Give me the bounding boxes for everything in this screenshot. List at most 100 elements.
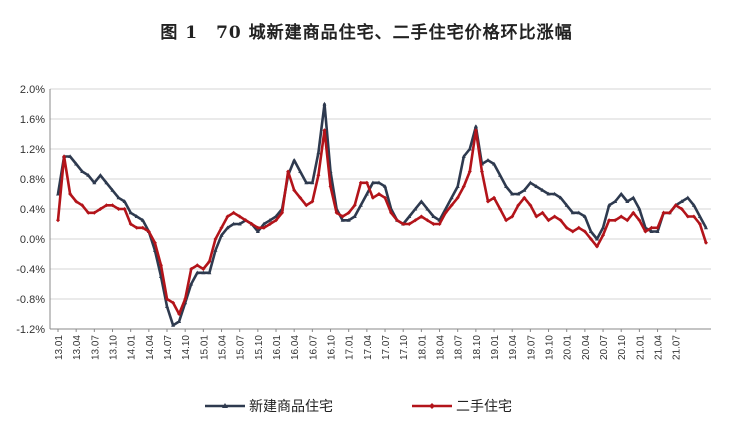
- data-point: [461, 184, 466, 189]
- data-point: [601, 225, 606, 230]
- data-point: [225, 225, 230, 230]
- data-point: [576, 225, 581, 230]
- data-point: [310, 199, 315, 204]
- data-point: [201, 267, 206, 271]
- data-point: [649, 225, 654, 230]
- data-point: [570, 210, 575, 215]
- data-point: [619, 191, 624, 196]
- data-point: [292, 158, 297, 162]
- data-point: [449, 195, 454, 200]
- data-point: [219, 225, 224, 230]
- data-point: [207, 259, 212, 264]
- data-point: [413, 206, 418, 211]
- data-point: [225, 214, 230, 219]
- x-tick-label: 18.10: [472, 335, 483, 360]
- legend-marker-second-hand: [429, 403, 435, 409]
- data-point: [667, 210, 672, 215]
- data-point: [201, 270, 206, 275]
- data-point: [407, 222, 412, 226]
- data-point: [588, 229, 593, 233]
- data-point: [298, 195, 303, 200]
- data-point: [431, 222, 436, 226]
- data-point: [80, 169, 85, 173]
- data-point: [146, 229, 151, 234]
- x-tick-label: 13.07: [90, 335, 101, 360]
- x-tick-label: 15.01: [199, 335, 210, 360]
- data-point: [195, 263, 200, 268]
- data-point: [364, 191, 369, 196]
- data-point: [461, 154, 466, 158]
- data-point: [473, 128, 478, 133]
- data-point: [189, 267, 194, 271]
- data-point: [165, 297, 170, 301]
- data-point: [358, 180, 363, 185]
- x-tick-label: 20.07: [599, 335, 610, 360]
- x-tick-label: 19.04: [508, 335, 519, 360]
- data-point: [588, 237, 593, 241]
- data-point: [558, 195, 563, 200]
- y-tick-label: 1.2%: [20, 144, 45, 156]
- data-point: [152, 240, 157, 245]
- data-point: [516, 191, 521, 196]
- data-point: [607, 203, 612, 207]
- data-point: [419, 214, 424, 219]
- data-point: [86, 210, 91, 215]
- data-point: [479, 169, 484, 174]
- x-tick-label: 18.07: [454, 335, 465, 360]
- x-tick-label: 15.04: [218, 335, 229, 360]
- data-point: [74, 161, 79, 166]
- x-tick-label: 14.04: [145, 335, 156, 360]
- data-point: [625, 199, 630, 203]
- data-point: [516, 203, 521, 208]
- data-point: [134, 214, 139, 218]
- data-point: [443, 210, 448, 215]
- data-point: [552, 191, 557, 196]
- data-point: [419, 199, 424, 203]
- data-point: [104, 180, 109, 185]
- data-point: [546, 191, 551, 196]
- data-point: [631, 195, 636, 200]
- data-point: [56, 218, 60, 223]
- x-tick-label: 13.01: [54, 335, 65, 360]
- data-point: [413, 218, 418, 223]
- data-point: [68, 192, 73, 196]
- data-point: [134, 225, 139, 230]
- x-tick-label: 16.07: [308, 335, 319, 360]
- data-point: [437, 222, 442, 226]
- data-point: [455, 195, 460, 200]
- data-point: [455, 184, 460, 188]
- y-tick-label: -0.8%: [16, 294, 45, 306]
- data-point: [261, 221, 266, 226]
- data-point: [110, 203, 115, 208]
- data-point: [56, 191, 60, 196]
- y-tick-label: 0.4%: [20, 204, 45, 216]
- data-point: [340, 214, 345, 219]
- data-point: [558, 218, 563, 223]
- data-point: [383, 184, 388, 188]
- data-point: [679, 199, 684, 203]
- data-point: [237, 221, 242, 226]
- x-tick-label: 19.01: [490, 335, 501, 360]
- data-point: [243, 218, 248, 223]
- x-tick-label: 15.10: [254, 335, 265, 360]
- x-tick-label: 13.10: [109, 335, 120, 360]
- x-tick-label: 16.01: [272, 335, 283, 360]
- data-point: [207, 270, 212, 275]
- data-point: [594, 236, 599, 241]
- data-point: [625, 218, 630, 223]
- y-tick-label: 1.6%: [20, 114, 45, 126]
- data-point: [316, 150, 321, 155]
- data-point: [140, 218, 145, 222]
- data-point: [370, 195, 375, 200]
- x-tick-label: 19.07: [526, 335, 537, 360]
- data-point: [504, 184, 509, 188]
- data-point: [492, 195, 497, 200]
- data-point: [352, 214, 357, 218]
- data-point: [189, 281, 194, 286]
- data-point: [407, 214, 412, 218]
- x-tick-label: 14.07: [163, 335, 174, 360]
- data-point: [637, 218, 642, 223]
- data-point: [467, 169, 472, 174]
- data-point: [292, 188, 297, 193]
